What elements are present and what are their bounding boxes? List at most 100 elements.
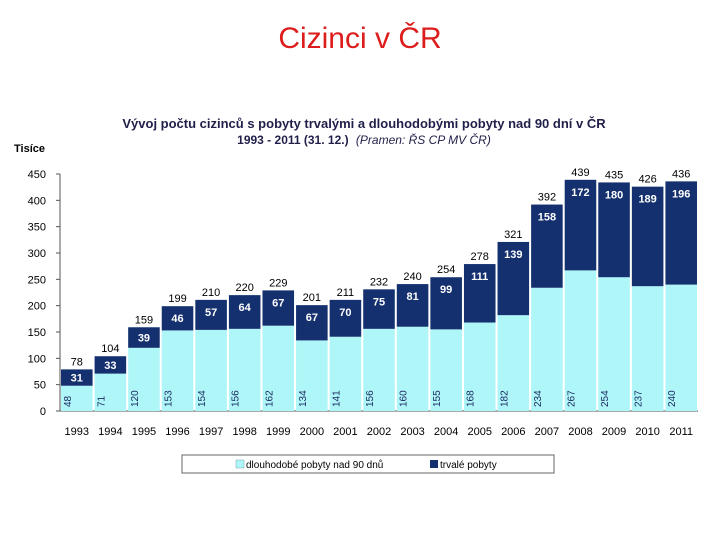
data-label-total: 220 xyxy=(236,282,254,294)
y-tick-label: 150 xyxy=(28,327,46,339)
bar-segment-dlouhodobe xyxy=(296,340,328,411)
data-label-trvale: 70 xyxy=(339,307,351,319)
data-label-dlouhodobe: 154 xyxy=(197,390,208,407)
bar-segment-dlouhodobe xyxy=(363,328,395,411)
legend-label-dlouhodobe: dlouhodobé pobyty nad 90 dnů xyxy=(246,459,383,471)
y-tick-label: 400 xyxy=(28,195,46,207)
x-tick-label: 2001 xyxy=(333,426,357,438)
legend: dlouhodobé pobyty nad 90 dnů trvalé pobyt… xyxy=(181,454,555,474)
chart-subtitle-main: 1993 - 2011 (31. 12.) xyxy=(237,133,348,147)
y-tick-label: 250 xyxy=(28,274,46,286)
data-label-dlouhodobe: 160 xyxy=(399,390,410,407)
data-label-trvale: 75 xyxy=(373,296,385,308)
bar-segment-trvale xyxy=(396,284,429,327)
data-label-dlouhodobe: 71 xyxy=(96,395,107,407)
data-label-dlouhodobe: 240 xyxy=(667,390,678,407)
data-label-trvale: 57 xyxy=(205,307,217,319)
data-label-total: 104 xyxy=(101,343,119,355)
bar-segment-dlouhodobe xyxy=(195,329,227,411)
x-tick-label: 1994 xyxy=(98,426,122,438)
data-label-total: 392 xyxy=(538,192,556,204)
x-tick-label: 1996 xyxy=(165,426,189,438)
y-axis-label: Tisíce xyxy=(14,143,45,155)
bar-segment-dlouhodobe xyxy=(463,322,496,411)
bar-segment-trvale xyxy=(296,305,328,341)
data-label-total: 439 xyxy=(571,167,589,179)
bar-segment-dlouhodobe xyxy=(128,347,160,411)
x-tick-label: 1995 xyxy=(132,426,156,438)
data-label-dlouhodobe: 254 xyxy=(600,390,611,407)
x-tick-label: 2003 xyxy=(400,426,424,438)
bar-segment-trvale xyxy=(262,290,295,326)
x-tick-label: 2011 xyxy=(669,426,693,438)
x-tick-label: 2006 xyxy=(501,426,525,438)
bar-segment-trvale xyxy=(363,289,395,329)
data-label-dlouhodobe: 141 xyxy=(331,390,342,407)
bar-segment-dlouhodobe xyxy=(564,270,597,411)
data-label-dlouhodobe: 155 xyxy=(432,390,443,407)
bar-segment-dlouhodobe xyxy=(262,325,295,411)
x-tick-label: 2010 xyxy=(635,426,659,438)
data-label-total: 278 xyxy=(471,251,489,263)
y-tick-label: 350 xyxy=(28,222,46,234)
data-label-dlouhodobe: 267 xyxy=(566,390,577,407)
data-label-dlouhodobe: 237 xyxy=(634,390,645,407)
x-tick-label: 2005 xyxy=(467,426,491,438)
legend-swatch-trvale xyxy=(430,460,438,468)
y-tick-label: 50 xyxy=(34,380,46,392)
slide-title: Cizinci v ČR xyxy=(278,22,442,55)
data-label-total: 229 xyxy=(269,277,287,289)
bar-segment-trvale xyxy=(329,299,362,337)
data-label-total: 426 xyxy=(638,174,656,186)
x-tick-label: 2004 xyxy=(434,426,458,438)
bar-segment-dlouhodobe xyxy=(329,336,362,411)
data-label-total: 211 xyxy=(337,287,355,299)
x-tick-label: 1997 xyxy=(199,426,223,438)
data-label-trvale: 172 xyxy=(571,187,589,199)
bar-segment-trvale xyxy=(195,299,227,330)
stacked-bar-chart: Vývoj počtu cizinců s pobyty trvalými a … xyxy=(14,116,698,474)
data-label-total: 232 xyxy=(370,276,388,288)
bar-segment-dlouhodobe xyxy=(531,287,563,411)
data-label-trvale: 81 xyxy=(406,291,418,303)
bar-segment-trvale xyxy=(497,241,530,316)
y-tick-label: 450 xyxy=(28,169,46,181)
bar-segment-trvale xyxy=(463,264,496,323)
data-label-total: 159 xyxy=(135,314,153,326)
data-label-total: 436 xyxy=(672,168,690,180)
data-label-trvale: 46 xyxy=(171,313,183,325)
y-tick-label: 300 xyxy=(28,248,46,260)
data-label-trvale: 111 xyxy=(471,271,488,283)
data-label-dlouhodobe: 156 xyxy=(231,390,242,407)
data-label-trvale: 39 xyxy=(138,333,150,345)
bar-segment-trvale xyxy=(665,181,697,285)
y-tick-label: 200 xyxy=(28,301,46,313)
data-label-total: 210 xyxy=(202,287,220,299)
bar-segment-trvale xyxy=(128,327,160,348)
data-label-total: 78 xyxy=(71,356,83,368)
data-label-trvale: 99 xyxy=(440,284,452,296)
x-tick-label: 2007 xyxy=(535,426,559,438)
data-label-dlouhodobe: 153 xyxy=(164,390,175,407)
bar-segment-trvale xyxy=(228,295,261,329)
data-label-trvale: 64 xyxy=(239,302,252,314)
bar-segment-dlouhodobe xyxy=(396,326,429,411)
data-label-dlouhodobe: 48 xyxy=(63,395,74,407)
chart-subtitle: 1993 - 2011 (31. 12.) (Pramen: ŘS CP MV … xyxy=(237,132,491,147)
legend-label-trvale: trvalé pobyty xyxy=(440,460,497,471)
x-tick-label: 2008 xyxy=(568,426,592,438)
data-label-dlouhodobe: 162 xyxy=(264,390,275,407)
data-label-trvale: 196 xyxy=(672,188,690,200)
data-label-trvale: 67 xyxy=(306,312,318,324)
y-tick-label: 100 xyxy=(28,353,46,365)
bar-segment-trvale xyxy=(94,356,127,374)
bar-segment-dlouhodobe xyxy=(161,330,194,411)
data-label-trvale: 31 xyxy=(71,373,83,385)
data-label-dlouhodobe: 182 xyxy=(499,390,510,407)
data-label-dlouhodobe: 134 xyxy=(298,390,309,407)
data-label-dlouhodobe: 120 xyxy=(130,390,141,407)
y-tick-label: 0 xyxy=(40,406,46,418)
x-tick-label: 2002 xyxy=(367,426,391,438)
x-tick-label: 1998 xyxy=(232,426,256,438)
bar-segment-trvale xyxy=(598,182,630,278)
